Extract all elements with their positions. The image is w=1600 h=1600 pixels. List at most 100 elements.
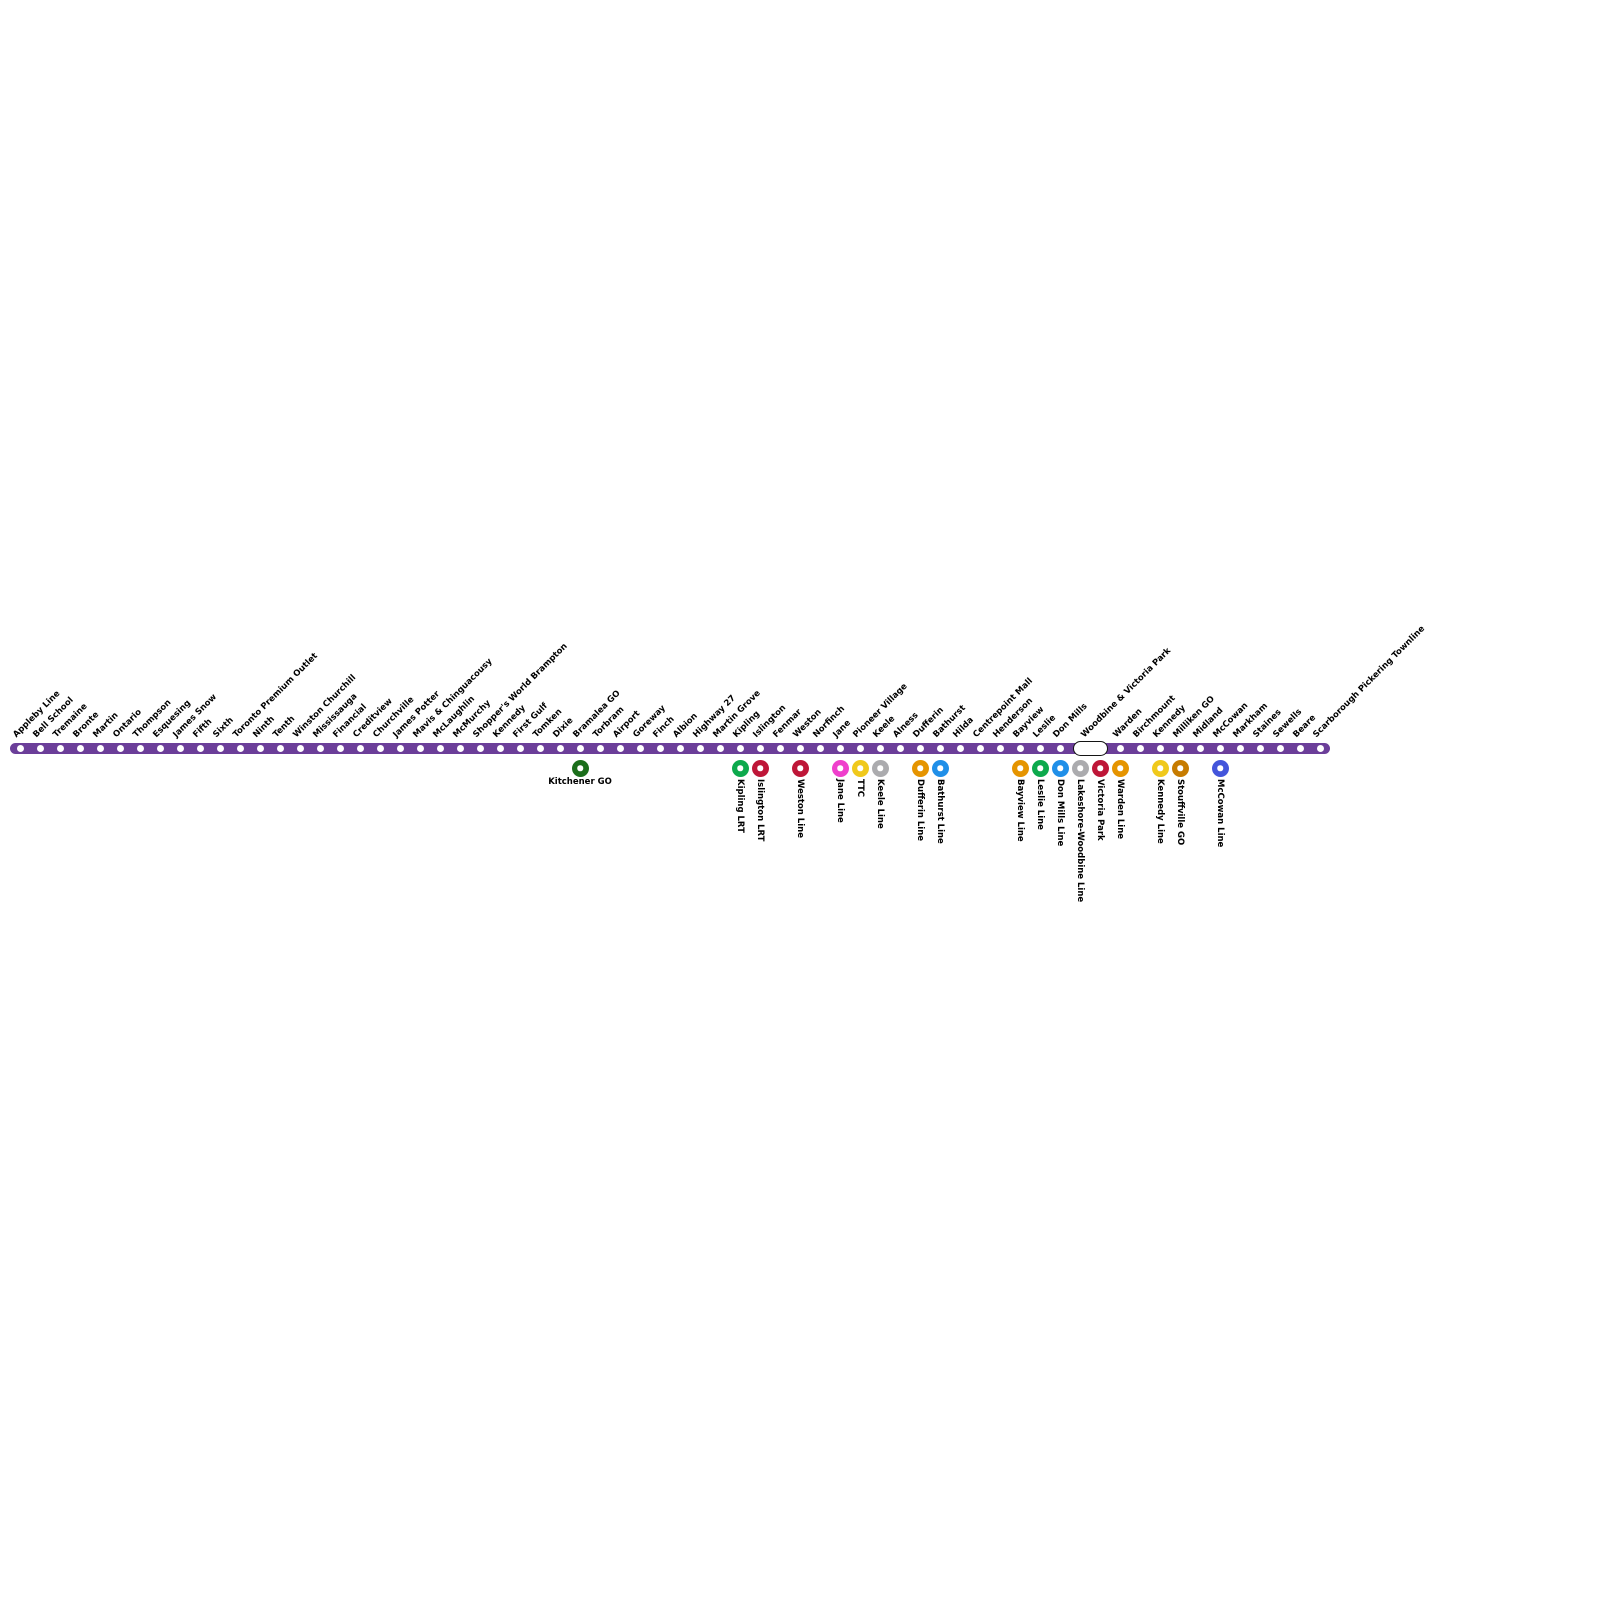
connection-marker-center [937, 765, 943, 771]
connection-marker [851, 759, 869, 777]
station-dot [916, 744, 924, 752]
connection-marker [831, 759, 849, 777]
connection-marker-center [877, 765, 883, 771]
station-dot [1056, 744, 1064, 752]
station-dot [76, 744, 84, 752]
connection-marker [1151, 759, 1169, 777]
interchange-pill [1072, 740, 1108, 756]
station-dot [1276, 744, 1284, 752]
connection-marker [1211, 759, 1229, 777]
station-dot [1296, 744, 1304, 752]
station-dot [836, 744, 844, 752]
station-dot [656, 744, 664, 752]
station-label: Sixth [211, 714, 236, 740]
station-dot [1256, 744, 1264, 752]
connection-marker [791, 759, 809, 777]
connection-marker [1031, 759, 1049, 777]
connection-marker-center [797, 765, 803, 771]
connection-marker-center [857, 765, 863, 771]
connection-label: Bayview Line [1015, 779, 1026, 842]
station-dot [816, 744, 824, 752]
station-dot [316, 744, 324, 752]
connection-marker-center [1117, 765, 1123, 771]
station-dot [996, 744, 1004, 752]
station-dot [396, 744, 404, 752]
connection-marker [911, 759, 929, 777]
connection-marker [1111, 759, 1129, 777]
connection-marker [731, 759, 749, 777]
station-dot [956, 744, 964, 752]
station-dot [756, 744, 764, 752]
station-dot [696, 744, 704, 752]
connection-label: Leslie Line [1035, 779, 1046, 830]
connection-label: Kitchener GO [548, 776, 612, 787]
station-dot [16, 744, 24, 752]
connection-label: Victoria Park [1095, 779, 1106, 841]
station-dot [236, 744, 244, 752]
station-dot [1176, 744, 1184, 752]
connection-marker-center [1057, 765, 1063, 771]
station-dot [276, 744, 284, 752]
station-dot [1216, 744, 1224, 752]
connection-marker [1051, 759, 1069, 777]
connection-marker-center [737, 765, 743, 771]
connection-label: Don Mills Line [1055, 779, 1066, 847]
station-label: Scarborough Pickering Townline [1311, 623, 1428, 740]
station-dot [96, 744, 104, 752]
connection-marker-center [1097, 765, 1103, 771]
connection-label: Kipling LRT [735, 779, 746, 833]
station-dot [636, 744, 644, 752]
station-dot [496, 744, 504, 752]
station-dot [1196, 744, 1204, 752]
station-dot [596, 744, 604, 752]
connection-marker-center [1177, 765, 1183, 771]
station-dot [136, 744, 144, 752]
station-dot [1316, 744, 1324, 752]
station-dot [156, 744, 164, 752]
station-dot [616, 744, 624, 752]
connection-label: Weston Line [795, 779, 806, 838]
connection-marker-center [1037, 765, 1043, 771]
station-dot [356, 744, 364, 752]
connection-marker-center [837, 765, 843, 771]
connection-label: Stouffville GO [1175, 779, 1186, 846]
station-dot [516, 744, 524, 752]
station-dot [456, 744, 464, 752]
station-dot [296, 744, 304, 752]
station-dot [176, 744, 184, 752]
connection-marker-center [757, 765, 763, 771]
station-dot [576, 744, 584, 752]
connection-label: Warden Line [1115, 779, 1126, 840]
station-dot [896, 744, 904, 752]
connection-marker-center [917, 765, 923, 771]
station-dot [556, 744, 564, 752]
connection-marker [751, 759, 769, 777]
station-dot [676, 744, 684, 752]
station-dot [976, 744, 984, 752]
station-dot [256, 744, 264, 752]
connection-label: Kennedy Line [1155, 779, 1166, 844]
connection-label: Keele Line [875, 779, 886, 829]
connection-marker-center [1217, 765, 1223, 771]
station-dot [1116, 744, 1124, 752]
connection-label: TTC [855, 779, 866, 798]
station-dot [776, 744, 784, 752]
station-dot [1036, 744, 1044, 752]
connection-label: Bathurst Line [935, 779, 946, 844]
connection-marker [1071, 759, 1089, 777]
connection-label: Lakeshore-Woodbine Line [1075, 779, 1086, 903]
connection-label: Jane Line [835, 779, 846, 823]
station-dot [1016, 744, 1024, 752]
station-dot [716, 744, 724, 752]
station-dot [1136, 744, 1144, 752]
station-dot [196, 744, 204, 752]
station-dot [736, 744, 744, 752]
connection-marker [1171, 759, 1189, 777]
station-dot [476, 744, 484, 752]
station-dot [336, 744, 344, 752]
station-dot [856, 744, 864, 752]
connection-marker [1011, 759, 1029, 777]
connection-marker-center [577, 765, 583, 771]
station-dot [56, 744, 64, 752]
connection-marker [871, 759, 889, 777]
